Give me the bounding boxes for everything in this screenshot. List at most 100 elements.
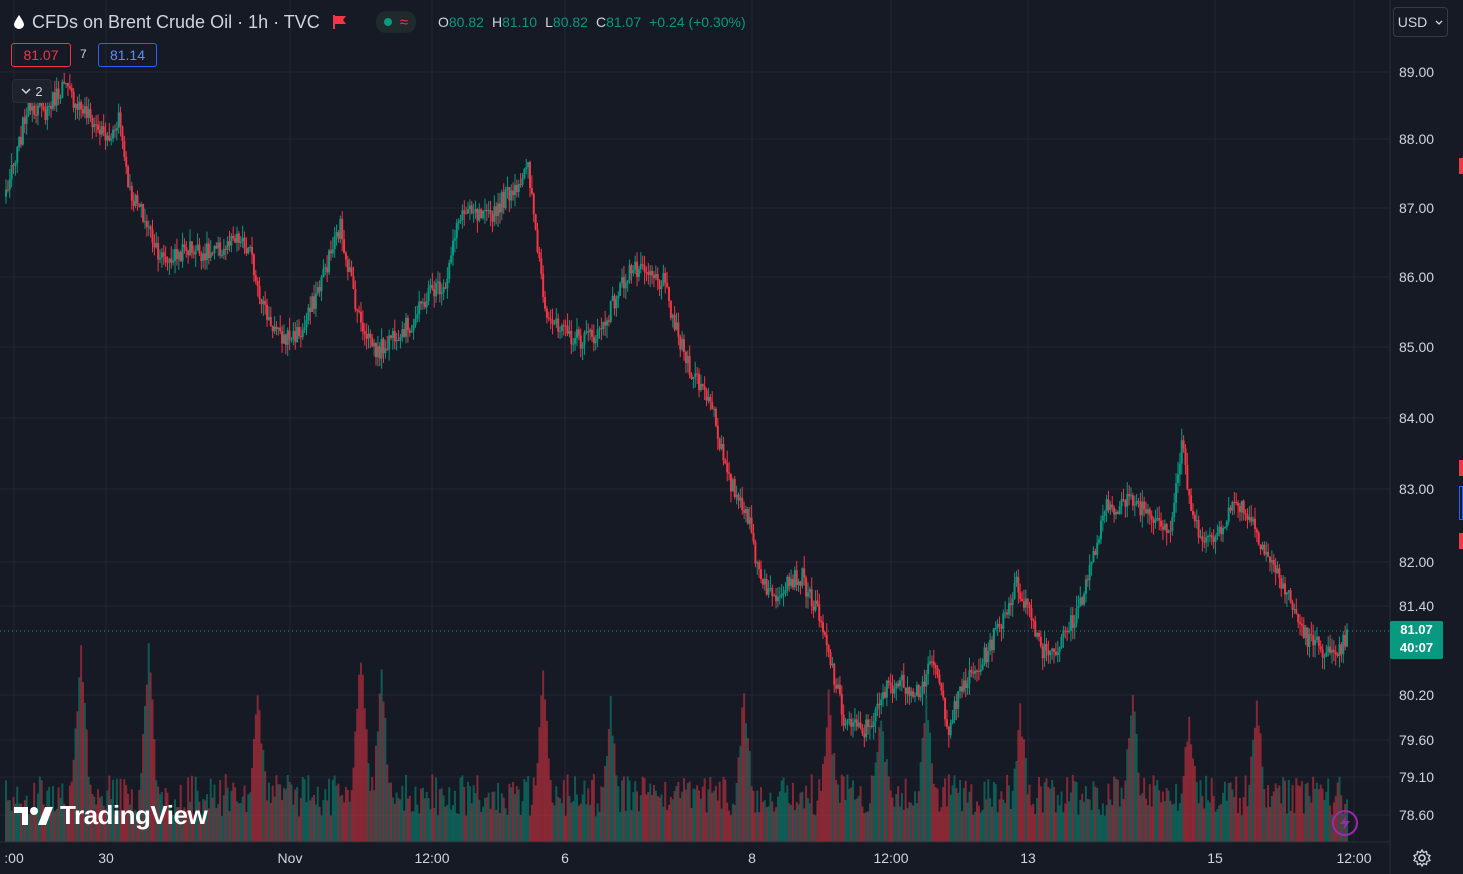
volume-bar <box>1280 803 1283 842</box>
volume-bar <box>645 794 648 842</box>
volume-bar <box>1227 783 1230 842</box>
candle-body <box>1028 604 1031 609</box>
volume-bar <box>731 803 734 842</box>
symbol-title[interactable]: CFDs on Brent Crude Oil · 1h · TVC <box>32 11 320 32</box>
candle-body <box>435 282 438 297</box>
volume-bar <box>401 785 404 842</box>
candle-body <box>1310 634 1313 636</box>
candle-body <box>354 289 357 310</box>
candle-body <box>844 723 847 726</box>
sell-button[interactable]: 81.07 <box>11 43 71 67</box>
volume-bar <box>18 803 21 842</box>
candle-body <box>390 335 393 339</box>
candle-body <box>1327 646 1330 653</box>
candle-body <box>1163 523 1166 530</box>
volume-bar <box>228 811 231 842</box>
buy-button[interactable]: 81.14 <box>98 43 157 67</box>
volume-bar <box>1274 783 1277 842</box>
volume-bar <box>628 780 631 842</box>
currency-select[interactable]: USD <box>1393 7 1448 37</box>
candle-body <box>771 587 774 597</box>
volume-bar <box>189 801 192 842</box>
volume-bar <box>279 784 282 842</box>
volume-bar <box>442 795 445 842</box>
candle-body <box>904 687 907 694</box>
market-status[interactable]: ≈ <box>375 11 416 33</box>
volume-bar <box>675 785 678 842</box>
volume-bar <box>196 790 199 842</box>
chart-grid <box>0 0 1390 842</box>
volume-bar <box>816 800 819 842</box>
volume-bar <box>748 750 751 842</box>
volume-bar <box>899 806 901 842</box>
volume-bar <box>1026 794 1029 842</box>
candle-body <box>555 318 558 324</box>
volume-bar <box>810 774 813 842</box>
candle-body <box>1045 643 1048 651</box>
candle-body <box>960 686 963 692</box>
candle-body <box>748 517 751 524</box>
candle-body <box>1009 603 1012 606</box>
volume-bar <box>615 775 618 842</box>
volume-bar <box>885 759 888 842</box>
gear-icon[interactable] <box>1412 848 1432 868</box>
volume-bar <box>1285 813 1288 842</box>
candle-body <box>226 241 229 250</box>
candle-body <box>897 683 900 687</box>
candle-body <box>1118 506 1121 514</box>
edge-marker-red <box>1459 533 1463 549</box>
volume-bar <box>1220 803 1223 842</box>
candle-body <box>1146 509 1149 514</box>
candle-body <box>373 343 376 347</box>
candle-body <box>341 218 344 240</box>
volume-bar <box>1009 808 1012 842</box>
indicators-toggle-button[interactable]: 2 <box>12 79 52 103</box>
volume-bar <box>1064 803 1067 842</box>
candle-body <box>547 317 550 319</box>
volume-bar <box>55 808 58 842</box>
volume-bar <box>515 786 518 842</box>
tradingview-logo[interactable]: TradingView <box>14 800 208 831</box>
volume-bar <box>31 807 34 842</box>
flag-icon[interactable] <box>332 14 348 30</box>
candle-body <box>683 339 686 352</box>
volume-bar <box>1173 803 1176 842</box>
candle-body <box>705 390 708 401</box>
volume-bar <box>698 790 701 842</box>
candle-body <box>142 204 145 222</box>
volume-bar <box>1191 758 1194 842</box>
volume-bar <box>1131 694 1134 842</box>
volume-bar <box>1327 778 1330 842</box>
candle-body <box>1145 509 1148 514</box>
candle-body <box>106 135 109 141</box>
candle-body <box>472 212 475 214</box>
volume-bar <box>149 672 152 842</box>
candle-body <box>145 221 148 227</box>
volume-bar <box>102 805 105 842</box>
volume-bar <box>476 775 479 842</box>
volume-bar <box>1045 778 1048 842</box>
candle-body <box>513 184 516 196</box>
volume-bar <box>286 775 289 842</box>
candle-body <box>35 114 38 116</box>
candle-body <box>611 295 614 301</box>
candle-body <box>1229 507 1232 511</box>
candle-body <box>859 722 862 728</box>
volume-bar <box>254 714 257 842</box>
volume-bar <box>1171 804 1174 842</box>
lightning-button[interactable] <box>1332 810 1358 836</box>
candle-body <box>228 241 231 246</box>
volume-bar <box>1218 805 1221 842</box>
candle-body <box>1282 583 1285 589</box>
volume-bar <box>498 812 501 842</box>
volume-bar <box>602 787 605 842</box>
last-price-value: 81.07 <box>1400 622 1433 637</box>
candle-body <box>82 109 85 114</box>
indicators-count: 2 <box>35 83 43 99</box>
volume-bar <box>942 787 945 842</box>
volume-bar <box>155 780 158 842</box>
candle-body <box>673 314 676 330</box>
volume-bar <box>664 781 667 842</box>
volume-bar <box>1116 779 1119 842</box>
